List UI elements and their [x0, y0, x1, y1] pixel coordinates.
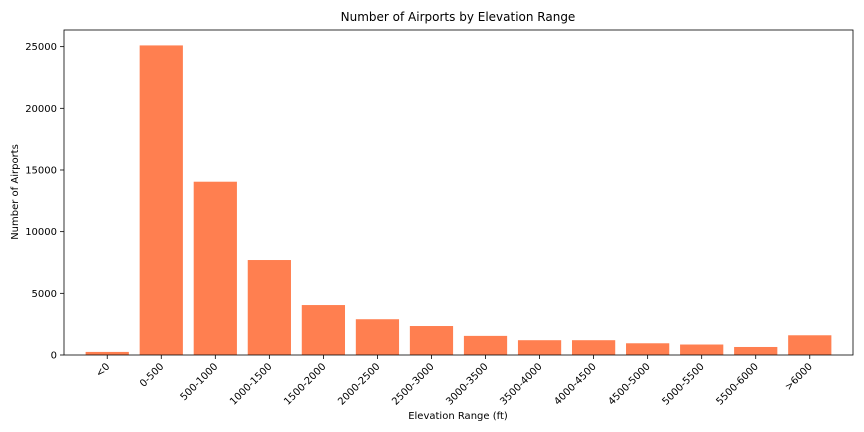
y-tick-label-5: 25000 [25, 42, 57, 53]
x-tick-label-0: <0 [94, 361, 112, 379]
bar-1 [139, 45, 183, 356]
x-axis: <0 0-500 500-1000 1000-1500 1500-2000 2000-25… [94, 355, 815, 408]
chart-title: Number of Airports by Elevation Range [341, 10, 576, 24]
bars-group [85, 45, 832, 356]
bar-5 [355, 319, 400, 355]
x-tick-label-10: 4500-5000 [606, 361, 652, 407]
bar-10 [626, 343, 670, 355]
x-tick-label-3: 1000-1500 [228, 361, 274, 407]
bar-11 [680, 344, 724, 355]
bar-7 [463, 335, 508, 355]
x-tick-label-5: 2000-2500 [336, 361, 382, 407]
bar-3 [247, 260, 291, 355]
y-tick-label-0: 0 [51, 351, 57, 362]
y-axis-label: Number of Airports [10, 144, 21, 240]
bar-12 [734, 346, 778, 355]
x-axis-label: Elevation Range (ft) [408, 411, 508, 422]
y-tick-label-2: 10000 [25, 227, 57, 238]
y-tick-label-1: 5000 [32, 289, 57, 300]
x-tick-label-1: 0-500 [138, 361, 166, 389]
y-axis: 0 5000 10000 15000 20000 25000 [25, 42, 64, 362]
bar-8 [517, 340, 562, 355]
x-tick-label-6: 2500-3000 [390, 361, 436, 407]
y-tick-label-3: 15000 [25, 165, 57, 176]
bar-4 [301, 305, 346, 355]
bar-0 [85, 351, 129, 355]
x-tick-label-2: 500-1000 [179, 361, 221, 403]
x-tick-label-13: >6000 [783, 361, 815, 393]
x-tick-label-7: 3000-3500 [444, 361, 490, 407]
plot-frame [63, 29, 854, 356]
x-tick-label-11: 5000-5500 [660, 361, 706, 407]
x-tick-label-8: 3500-4000 [498, 361, 544, 407]
x-tick-label-12: 5500-6000 [715, 361, 761, 407]
bar-6 [409, 326, 454, 355]
bar-13 [788, 335, 832, 355]
x-tick-label-9: 4000-4500 [552, 361, 598, 407]
x-tick-label-4: 1500-2000 [282, 361, 328, 407]
bar-9 [571, 340, 616, 355]
bar-2 [193, 181, 237, 355]
y-tick-label-4: 20000 [25, 104, 57, 115]
